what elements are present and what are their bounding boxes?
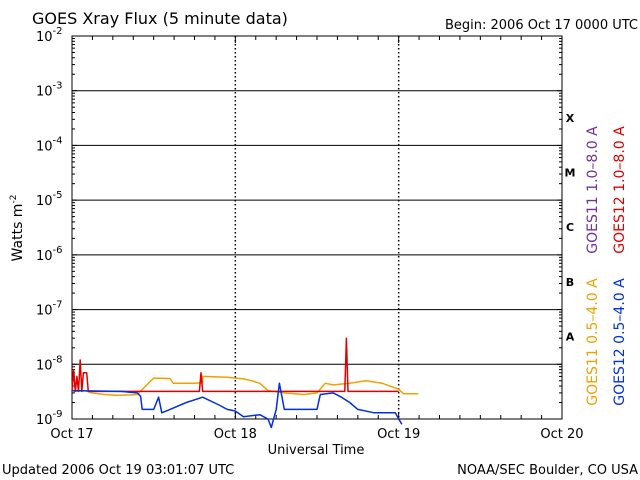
series-layer	[71, 337, 419, 429]
y-tick-label-exp: -5	[53, 190, 63, 201]
x-tick-label: Oct 19	[377, 427, 420, 442]
x-axis-ticks: Oct 17 Oct 18 Oct 19 Oct 20	[50, 36, 584, 442]
x-tick-label: Oct 18	[214, 427, 257, 442]
y-tick-label: 10-6	[36, 245, 63, 264]
y-tick-label-base: 10	[36, 85, 53, 100]
y-tick-label: 10-9	[36, 409, 63, 428]
y-tick-label-exp: -8	[53, 354, 63, 365]
legend-entry: GOES12 0.5–4.0 A	[612, 278, 628, 406]
y-tick-label: 10-4	[36, 135, 63, 154]
series-line-goes12_long	[71, 337, 399, 393]
grid-lines	[72, 36, 562, 419]
x-tick-label: Oct 17	[50, 427, 93, 442]
y-tick-label-exp: -6	[53, 245, 63, 256]
series-line-goes12_short	[71, 382, 403, 429]
chart-title: GOES Xray Flux (5 minute data)	[32, 9, 288, 28]
y-axis-label-main: Watts m	[10, 204, 26, 262]
y-tick-label: 10-3	[36, 81, 63, 100]
x-tick-label: Oct 20	[540, 427, 583, 442]
y-axis-label: Watts m-2	[9, 195, 26, 262]
legend-entry: GOES11 0.5–4.0 A	[585, 278, 601, 406]
plot-frame	[71, 35, 563, 420]
y-tick-label-base: 10	[36, 304, 53, 319]
x-axis-label: Universal Time	[268, 443, 365, 458]
y-axis-label-sup: -2	[9, 195, 19, 204]
y-tick-label: 10-5	[36, 190, 63, 209]
y-tick-label-base: 10	[36, 413, 53, 428]
series-line-goes11_long	[71, 375, 419, 397]
flare-class-labels: A B C M X	[565, 112, 576, 344]
y-tick-label: 10-8	[36, 354, 63, 373]
y-tick-label-exp: -9	[53, 409, 63, 420]
flare-class-label: A	[566, 331, 575, 344]
y-tick-label-exp: -2	[53, 26, 63, 37]
y-tick-label-base: 10	[36, 358, 53, 373]
begin-label: Begin: 2006 Oct 17 0000 UTC	[445, 18, 638, 33]
updated-label: Updated 2006 Oct 19 03:01:07 UTC	[2, 463, 234, 478]
credit-label: NOAA/SEC Boulder, CO USA	[457, 463, 638, 478]
y-tick-label: 10-7	[36, 300, 63, 319]
legend-entry: GOES12 1.0–8.0 A	[612, 126, 628, 254]
y-tick-label-base: 10	[36, 194, 53, 209]
legend-entry: GOES11 1.0–8.0 A	[585, 126, 601, 254]
y-tick-label-exp: -4	[53, 135, 63, 146]
y-tick-label-exp: -7	[53, 300, 63, 311]
flare-class-label: X	[566, 112, 575, 125]
right-legend: GOES11 1.0–8.0 A GOES12 1.0–8.0 A GOES11 0…	[585, 126, 628, 406]
y-tick-label: 10-2	[36, 26, 63, 45]
y-tick-label-base: 10	[36, 139, 53, 154]
flare-class-label: M	[565, 167, 576, 180]
y-tick-label-base: 10	[36, 249, 53, 264]
flare-class-label: C	[566, 221, 574, 234]
flare-class-label: B	[566, 276, 574, 289]
y-axis-ticks: 10-910-810-710-610-510-410-310-2	[36, 26, 562, 428]
y-tick-label-base: 10	[36, 30, 53, 45]
y-tick-label-exp: -3	[53, 81, 63, 92]
